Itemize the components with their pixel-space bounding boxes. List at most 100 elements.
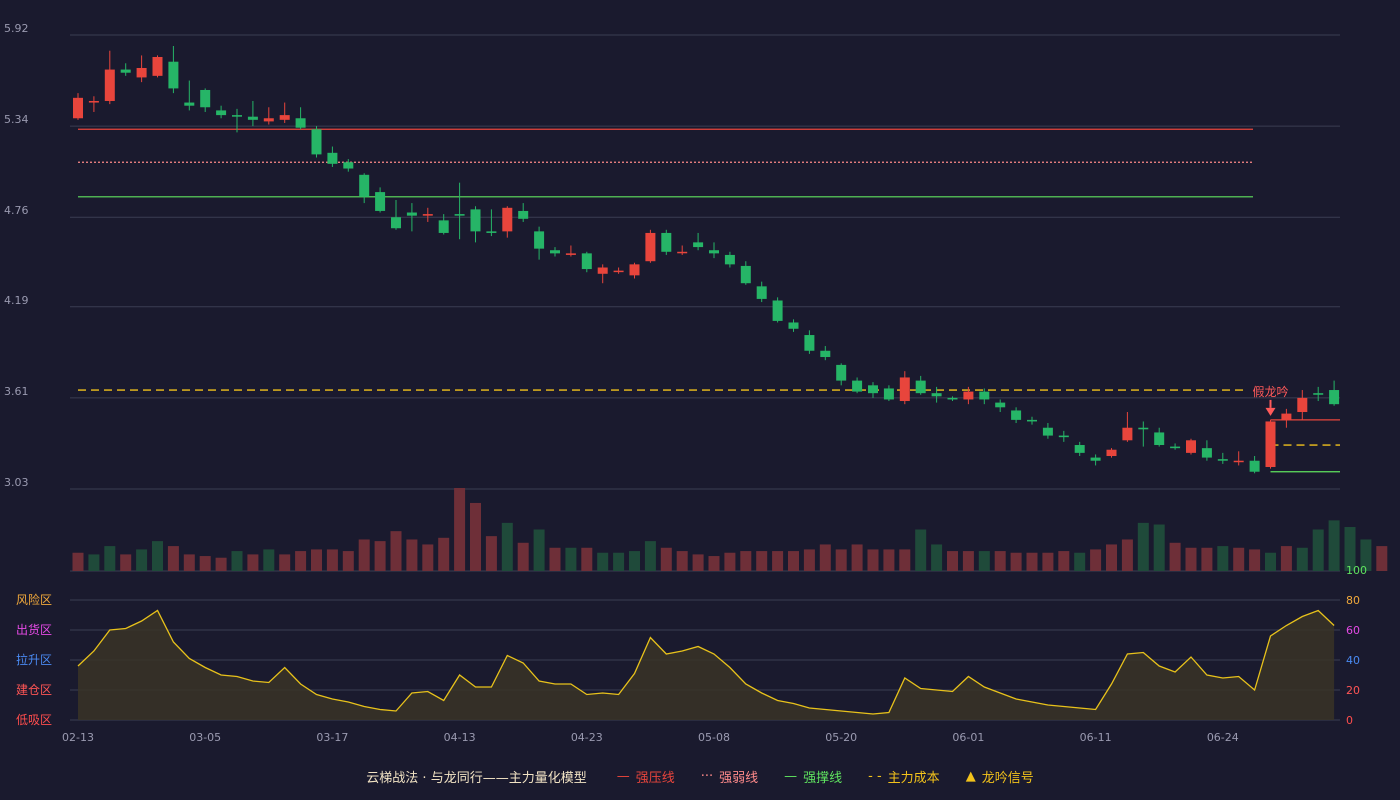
volume-bar (1376, 546, 1388, 571)
volume-bar (676, 551, 688, 571)
date-tick-label: 06-01 (952, 731, 984, 744)
candle-body (645, 232, 656, 262)
volume-bar (1280, 546, 1292, 571)
candle-body (73, 97, 83, 119)
candle (247, 100, 258, 127)
volume-bar (422, 544, 434, 571)
volume-bar (994, 551, 1006, 571)
volume-bar (501, 522, 513, 571)
candle (343, 159, 354, 172)
candle (550, 247, 560, 257)
volume-bar (788, 551, 799, 571)
candle (581, 251, 592, 273)
candle-body (724, 254, 735, 265)
volume-bar (438, 537, 450, 571)
candle-body (947, 397, 958, 400)
volume-bar (978, 551, 990, 571)
candle-body (247, 116, 258, 120)
candle-body (168, 61, 179, 89)
volume-bar (597, 552, 609, 571)
volume-bar (1106, 544, 1117, 571)
price-tick-label: 3.03 (4, 476, 29, 489)
candle-body (995, 402, 1006, 408)
candle (391, 199, 401, 230)
oscillator-line (77, 609, 1335, 715)
date-tick-label: 04-13 (444, 731, 476, 744)
candle (1249, 456, 1260, 474)
volume-bar (533, 529, 545, 571)
candle-body (295, 118, 306, 128)
candle (1297, 390, 1308, 420)
volume-bar (1233, 547, 1245, 571)
candle-body (1201, 448, 1212, 458)
candle-body (359, 174, 370, 197)
candle (422, 207, 433, 222)
candle-body (1122, 427, 1133, 441)
oscillator-tick-label: 60 (1346, 624, 1360, 637)
volume-bar (1074, 552, 1086, 571)
candle (1011, 407, 1022, 424)
candle-body (534, 231, 545, 249)
candle-body (1281, 413, 1292, 420)
candle (1170, 443, 1181, 450)
candle (868, 382, 878, 398)
candle-body (104, 69, 115, 101)
candle-body (1074, 445, 1085, 453)
candle (995, 399, 1006, 413)
candle-body (454, 214, 465, 216)
legend-item-strong-pressure[interactable]: — 强压线 (617, 767, 675, 786)
candle-body (470, 209, 481, 232)
legend-item-strong-weak[interactable]: ··· 强弱线 (701, 767, 758, 786)
candle (788, 319, 799, 332)
legend-item-strong-support[interactable]: — 强撑线 (784, 767, 842, 786)
volume-bar (231, 551, 243, 571)
candle (883, 385, 894, 402)
volume-bar (279, 554, 291, 571)
candle (597, 264, 608, 284)
legend-label: 强撑线 (803, 770, 843, 786)
candle-body (915, 380, 926, 394)
volume-bar (931, 544, 943, 571)
chart-legend: 云梯战法 · 与龙同行——主力量化模型 — 强压线 ··· 强弱线 — 强撑线 … (0, 764, 1400, 788)
candle (1281, 408, 1292, 428)
volume-bar (104, 546, 116, 571)
candle (88, 96, 99, 112)
volume-bar (867, 549, 879, 571)
signal-label: 假龙吟 (1252, 384, 1288, 399)
candle (1042, 423, 1053, 439)
volume-bar (1249, 549, 1261, 571)
candle (104, 50, 115, 105)
candle-body (1233, 460, 1244, 463)
volume-bar (247, 554, 259, 571)
candle-body (820, 350, 831, 358)
legend-label: 强压线 (635, 770, 675, 786)
legend-item-signal[interactable]: ▲ 龙吟信号 (966, 767, 1034, 786)
volume-bar (851, 544, 863, 571)
volume-bar (756, 551, 768, 571)
triangle-icon: ▲ (965, 768, 976, 784)
legend-line-icon: — (784, 768, 798, 784)
candle-body (279, 115, 290, 120)
candle (1122, 412, 1133, 442)
candle-body (438, 220, 449, 233)
candle (1186, 438, 1196, 455)
candle-body (1106, 449, 1117, 457)
candle (947, 396, 958, 402)
candle (931, 386, 942, 403)
candle-body (868, 385, 878, 394)
volume-bar (454, 488, 466, 571)
legend-item-main-cost[interactable]: - - 主力成本 (868, 767, 940, 786)
volume-bar (1137, 522, 1149, 571)
signal-arrow-icon (1265, 407, 1276, 416)
oscillator-tick-label: 20 (1346, 684, 1360, 697)
grid-layer (70, 34, 1340, 572)
candle (756, 281, 767, 303)
date-tick-label: 03-17 (316, 731, 348, 744)
candle-body (693, 242, 704, 248)
candle (1265, 419, 1276, 469)
candle-body (883, 388, 894, 400)
volume-bar (581, 547, 593, 571)
candle (470, 206, 481, 243)
oscillator-tick-label: 0 (1346, 714, 1353, 727)
